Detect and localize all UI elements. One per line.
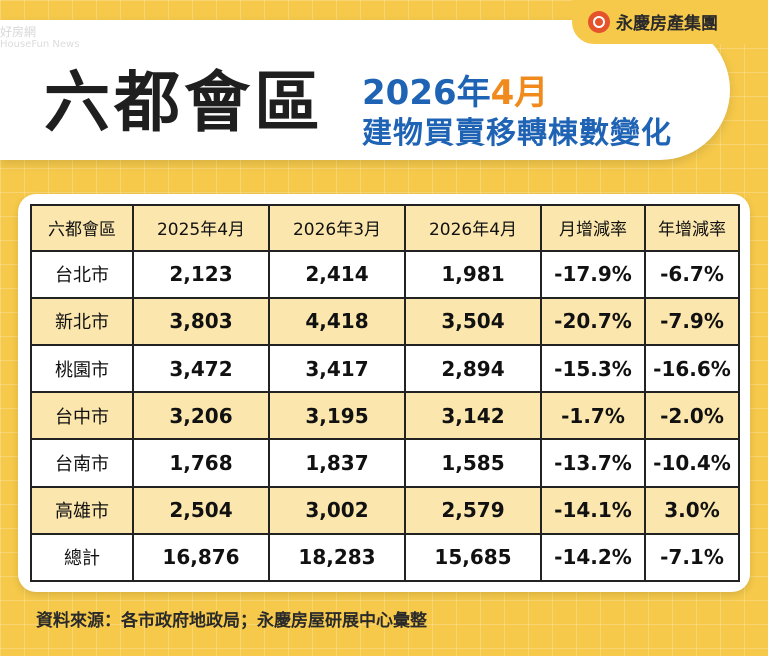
subtitle-topic: 建物買賣移轉棟數變化 [362,116,672,151]
table-cell: -20.7% [540,296,646,346]
table-cell: -14.2% [540,532,646,583]
table-card: 六都會區 2025年4月 2026年3月 2026年4月 月增減率 年增減率 台北市 2,12… [18,194,750,592]
column-header: 六都會區 [30,204,134,252]
column-header: 月增減率 [540,204,646,252]
subtitle-date: 2026年4月 [362,76,548,110]
table-row: 台南市 1,768 1,837 1,585 -13.7% -10.4% [30,438,740,488]
watermark-zh: 好房網 [0,25,37,39]
table-cell: 3,195 [268,391,406,441]
table-cell: 3,803 [132,296,270,346]
table-row: 台北市 2,123 2,414 1,981 -17.9% -6.7% [30,249,740,299]
table-cell: 3,002 [268,485,406,535]
row-label: 台北市 [30,249,134,299]
table-cell: 16,876 [132,532,270,583]
table-header-row: 六都會區 2025年4月 2026年3月 2026年4月 月增減率 年增減率 [30,204,740,252]
main-title: 六都會區 [44,64,324,141]
table-cell: 1,981 [404,249,542,299]
yongqing-logo-icon [588,10,610,33]
table-cell: 1,837 [268,438,406,488]
watermark: 好房網 HouseFun News [0,25,80,51]
brand-tab: 永慶房產集團 [572,0,768,44]
column-header: 2026年3月 [268,204,406,252]
table-cell: 2,414 [268,249,406,299]
table-cell: 15,685 [404,532,542,583]
row-label: 台中市 [30,391,134,441]
table-row: 高雄市 2,504 3,002 2,579 -14.1% 3.0% [30,485,740,535]
table-row: 總計 16,876 18,283 15,685 -14.2% -7.1% [30,532,740,583]
table-cell: 18,283 [268,532,406,583]
table-cell: 3,142 [404,391,542,441]
source-note: 資料來源：各市政府地政局；永慶房屋研展中心彙整 [36,611,427,631]
table-cell: 2,123 [132,249,270,299]
table-cell: -14.1% [540,485,646,535]
table-cell: 1,585 [404,438,542,488]
table-cell: -15.3% [540,343,646,394]
table-cell: -7.1% [644,532,740,583]
row-label: 桃園市 [30,343,134,394]
column-header: 2026年4月 [404,204,542,252]
row-label: 高雄市 [30,485,134,535]
row-label: 新北市 [30,296,134,346]
table-row: 新北市 3,803 4,418 3,504 -20.7% -7.9% [30,296,740,346]
row-label: 台南市 [30,438,134,488]
column-header: 年增減率 [644,204,740,252]
row-label: 總計 [30,532,134,583]
table-cell: 3,504 [404,296,542,346]
table-cell: 2,579 [404,485,542,535]
table-cell: -13.7% [540,438,646,488]
table-cell: -17.9% [540,249,646,299]
table-cell: -10.4% [644,438,740,488]
table-cell: 3,417 [268,343,406,394]
table-row: 台中市 3,206 3,195 3,142 -1.7% -2.0% [30,391,740,441]
table-cell: 4,418 [268,296,406,346]
table-cell: -1.7% [540,391,646,441]
table-cell: 3,472 [132,343,270,394]
subtitle-year: 2026年 [362,73,491,113]
table-cell: -7.9% [644,296,740,346]
table-row: 桃園市 3,472 3,417 2,894 -15.3% -16.6% [30,343,740,394]
watermark-en: HouseFun News [0,39,80,51]
brand-name: 永慶房產集團 [616,14,718,34]
table-cell: 2,894 [404,343,542,394]
brand-logo: 永慶房產集團 [588,9,718,34]
table-cell: -6.7% [644,249,740,299]
table-cell: 1,768 [132,438,270,488]
table-cell: -16.6% [644,343,740,394]
transfer-table: 六都會區 2025年4月 2026年3月 2026年4月 月增減率 年增減率 台北市 2,12… [30,204,740,583]
table-cell: -2.0% [644,391,740,441]
table-cell: 2,504 [132,485,270,535]
column-header: 2025年4月 [132,204,270,252]
table-cell: 3,206 [132,391,270,441]
subtitle-month: 4月 [490,73,549,113]
table-cell: 3.0% [644,485,740,535]
